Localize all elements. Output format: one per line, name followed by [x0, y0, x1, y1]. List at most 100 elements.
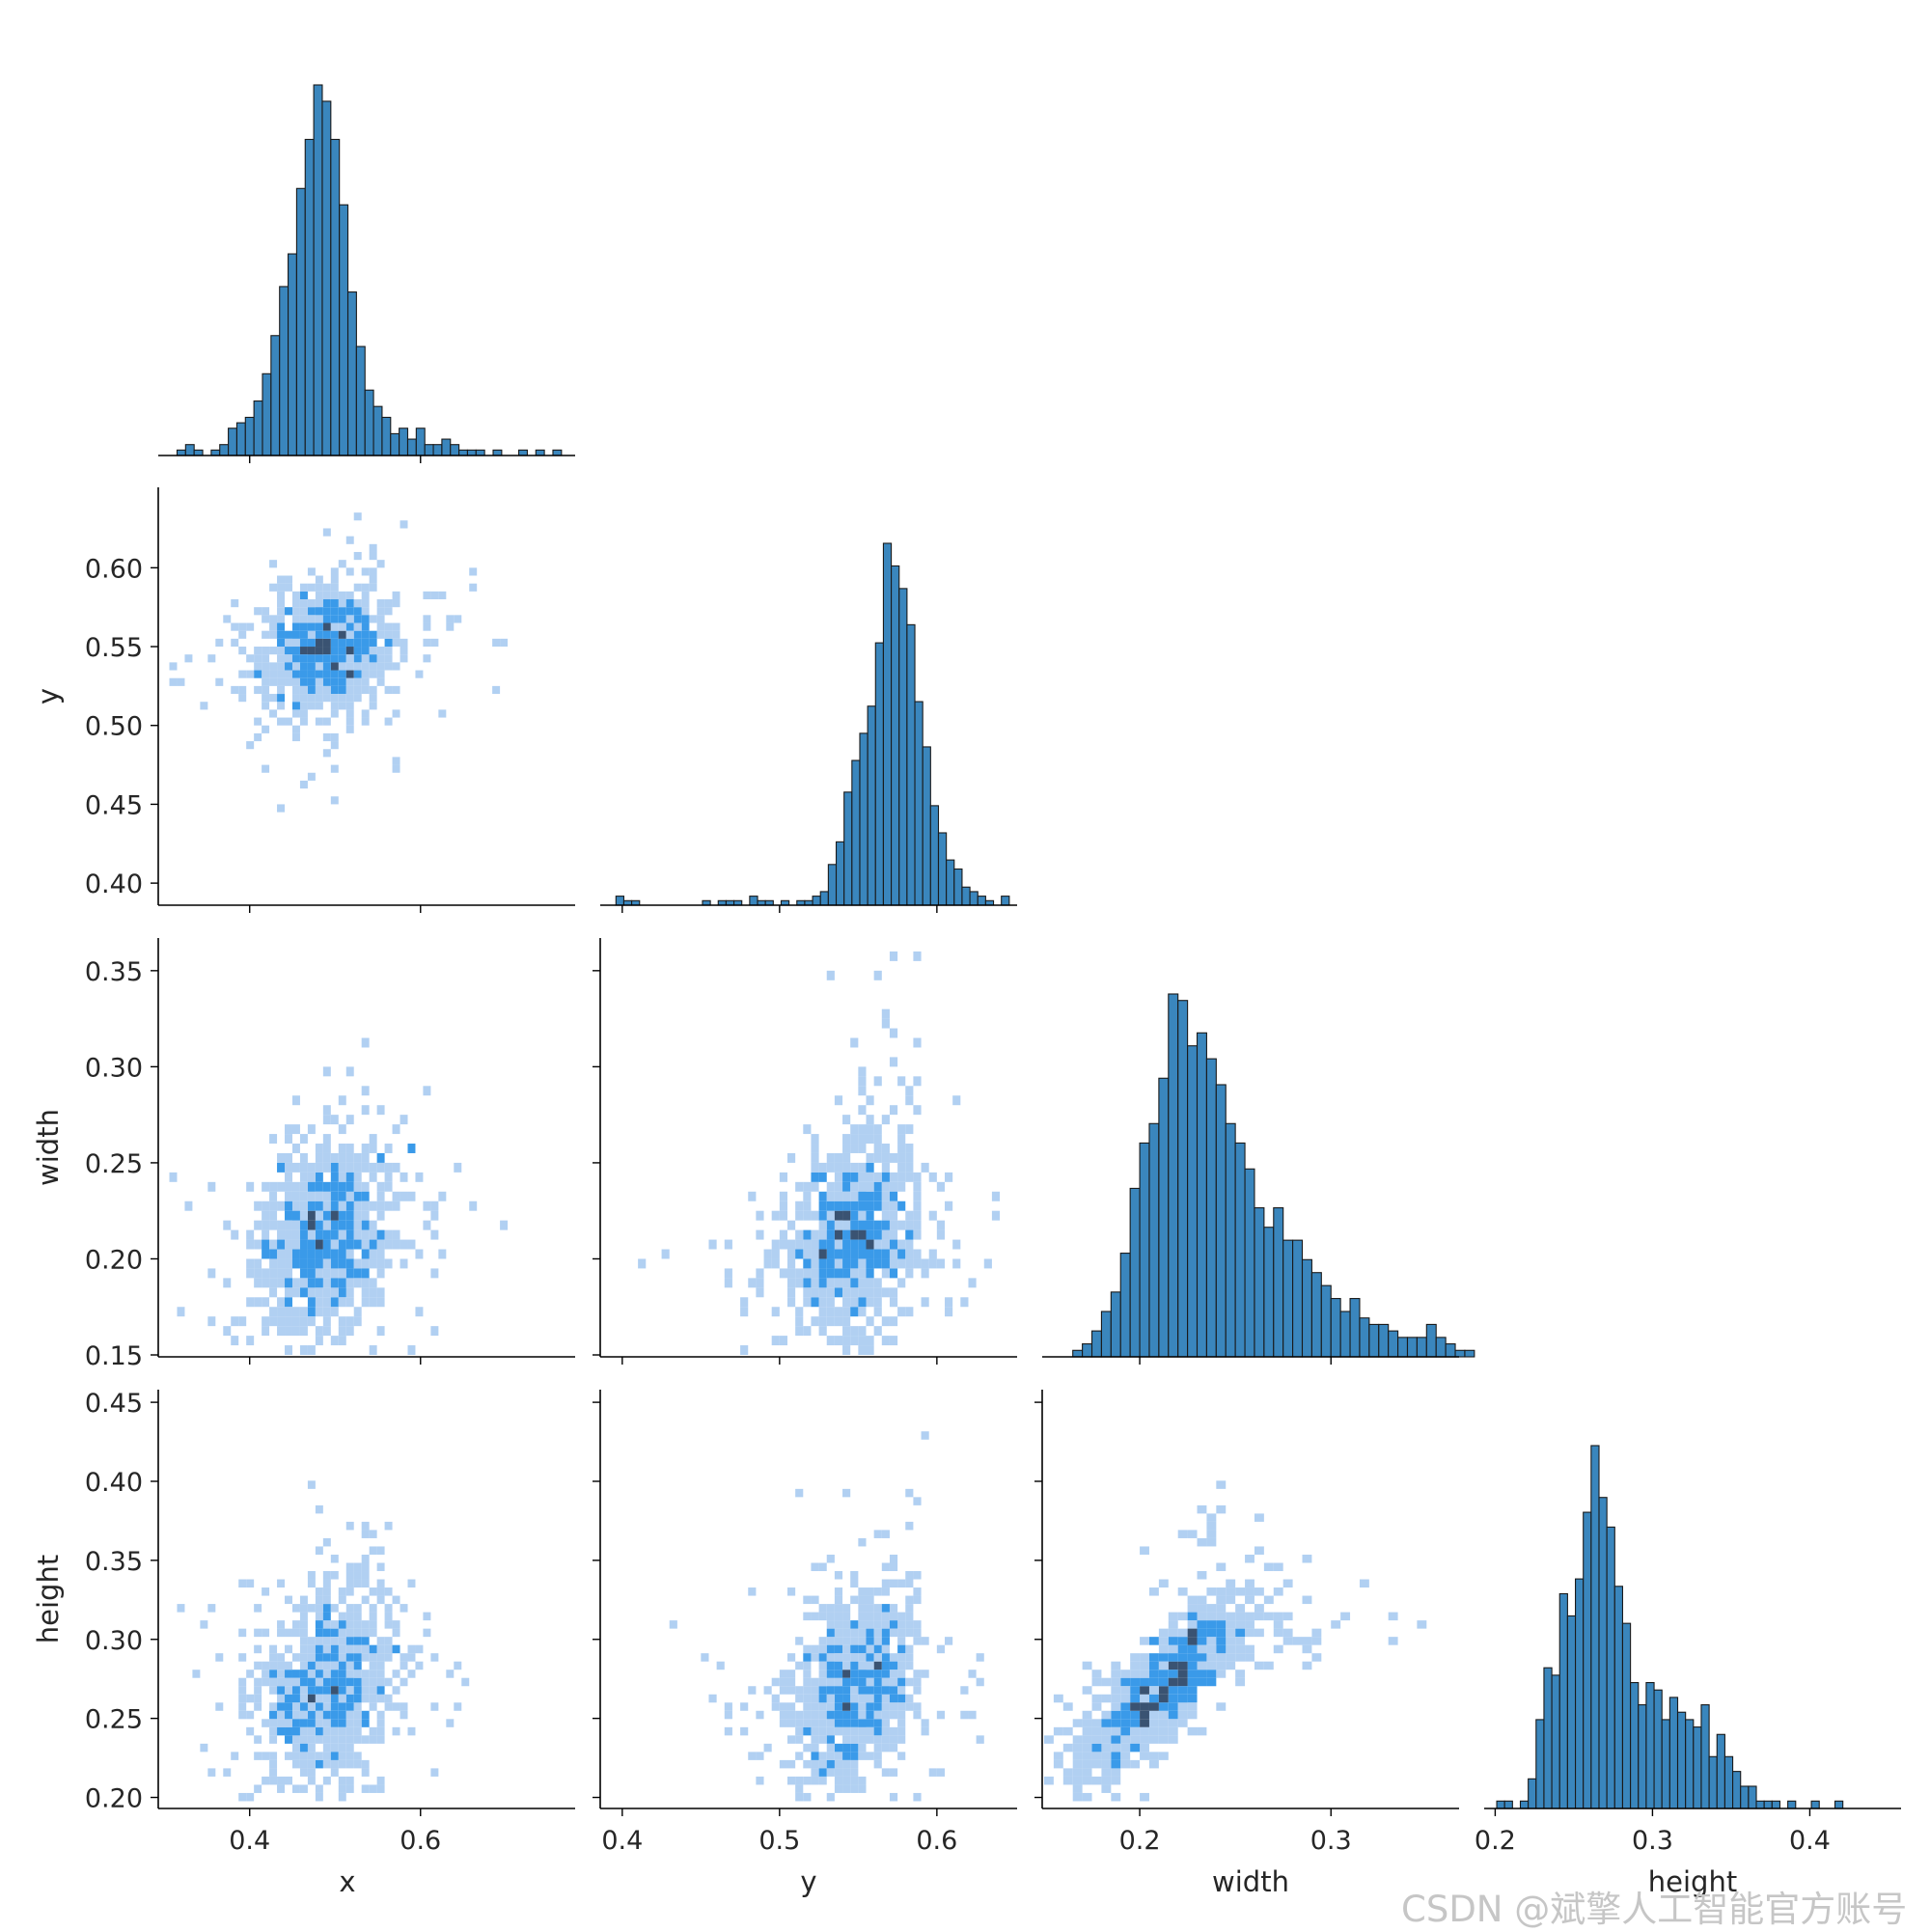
heatmap-cell — [345, 725, 354, 733]
hist-bar — [1244, 1168, 1255, 1358]
heatmap-cell — [299, 717, 308, 726]
heatmap-cell — [407, 1239, 416, 1250]
heatmap-cell — [277, 1776, 286, 1785]
heatmap-cell — [834, 1095, 843, 1106]
heatmap-cell — [889, 1612, 898, 1621]
heatmap-cell — [779, 1686, 787, 1695]
heatmap-cell — [1072, 1792, 1083, 1802]
hist-bar — [1606, 1526, 1615, 1809]
heatmap-cell — [269, 1677, 278, 1687]
heatmap-cell — [834, 1710, 843, 1720]
heatmap-cell — [415, 1644, 424, 1654]
heatmap-cell — [330, 764, 339, 773]
heatmap-cell — [322, 630, 331, 639]
heatmap-cell — [269, 1653, 278, 1662]
heatmap-cell — [338, 1686, 346, 1695]
heatmap-cell — [921, 1670, 929, 1678]
heatmap-cell — [307, 1661, 316, 1670]
heatmap-cell — [330, 1644, 339, 1654]
heatmap-cell — [850, 1258, 859, 1269]
heatmap-cell — [1197, 1644, 1207, 1654]
heatmap-cell — [1148, 1759, 1159, 1769]
hist-bar — [937, 832, 948, 906]
heatmap-cell — [771, 1336, 780, 1346]
heatmap-cell — [826, 1612, 835, 1621]
heatmap-cell — [285, 1735, 292, 1744]
heatmap-cell — [322, 1249, 331, 1259]
heatmap-cell — [858, 1537, 867, 1547]
heatmap-cell — [285, 1345, 292, 1356]
hist-bar — [922, 746, 931, 906]
heatmap-cell — [1072, 1743, 1083, 1753]
hist-bar — [977, 896, 986, 906]
heatmap-cell — [1206, 1521, 1217, 1531]
heatmap-cell — [322, 638, 331, 648]
heatmap-cell — [1197, 1571, 1207, 1580]
heatmap-cell — [786, 1297, 796, 1308]
heatmap-cell — [834, 1743, 843, 1753]
heatmap-cell — [858, 1677, 867, 1687]
hist-bar — [1716, 1733, 1725, 1809]
heatmap-cell — [345, 654, 354, 663]
heatmap-cell — [384, 1604, 393, 1613]
heatmap-cell — [976, 1735, 984, 1744]
hist-bar — [1528, 1778, 1537, 1809]
heatmap-cell — [262, 1268, 270, 1279]
heatmap-cell — [315, 575, 323, 584]
heatmap-cell — [1273, 1562, 1283, 1572]
heatmap-cell — [850, 1278, 859, 1288]
heatmap-cell — [881, 1686, 890, 1695]
y-tick-label: 0.25 — [85, 1149, 143, 1179]
heatmap-cell — [299, 615, 308, 623]
heatmap-cell — [345, 1637, 354, 1645]
heatmap-cell — [338, 622, 346, 631]
heatmap-cell — [291, 1735, 300, 1744]
heatmap-cell — [991, 1191, 1001, 1201]
heatmap-cell — [740, 1726, 749, 1736]
heatmap-cell — [299, 1735, 308, 1744]
heatmap-cell — [338, 1144, 346, 1153]
heatmap-cell — [307, 662, 316, 671]
heatmap-cell — [285, 1710, 292, 1720]
heatmap-cell — [361, 1258, 370, 1269]
heatmap-cell — [345, 1694, 354, 1703]
heatmap-cell — [1177, 1661, 1188, 1670]
heatmap-cell — [1111, 1670, 1121, 1678]
heatmap-cell — [811, 1278, 819, 1288]
hist-bar — [1416, 1337, 1427, 1358]
heatmap-cell — [866, 1345, 874, 1356]
heatmap-cell — [913, 1571, 922, 1580]
heatmap-cell — [330, 1115, 339, 1125]
heatmap-cell — [269, 1661, 278, 1670]
heatmap-cell — [376, 1162, 385, 1173]
heatmap-cell — [345, 1653, 354, 1662]
heatmap-cell — [361, 677, 370, 686]
hist-bar — [364, 389, 374, 456]
heatmap-cell — [866, 1336, 874, 1346]
heatmap-cell — [322, 662, 331, 671]
heatmap-cell — [866, 1661, 874, 1670]
heatmap-cell — [936, 1644, 946, 1654]
hist-bar — [1292, 1239, 1304, 1358]
heatmap-cell — [361, 1637, 370, 1645]
heatmap-cell — [1216, 1587, 1227, 1596]
heatmap-cell — [1148, 1661, 1159, 1670]
heatmap-cell — [338, 1595, 346, 1605]
heatmap-cell — [873, 1735, 882, 1744]
heatmap-cell — [881, 1628, 890, 1638]
heatmap-cell — [315, 1612, 323, 1621]
heatmap-cell — [811, 1612, 819, 1621]
heatmap-cell — [307, 599, 316, 608]
heatmap-cell — [322, 1144, 331, 1153]
heatmap-cell — [277, 702, 286, 710]
heatmap-cell — [1140, 1670, 1149, 1678]
heatmap-cell — [1062, 1768, 1073, 1777]
heatmap-cell — [315, 630, 323, 639]
heatmap-cell — [842, 1210, 851, 1221]
heatmap-cell — [423, 1612, 431, 1621]
heatmap-cell — [850, 1670, 859, 1678]
heatmap-cell — [353, 662, 362, 671]
heatmap-cell — [1216, 1702, 1227, 1711]
heatmap-cell — [299, 1710, 308, 1720]
heatmap-cell — [1187, 1620, 1198, 1629]
